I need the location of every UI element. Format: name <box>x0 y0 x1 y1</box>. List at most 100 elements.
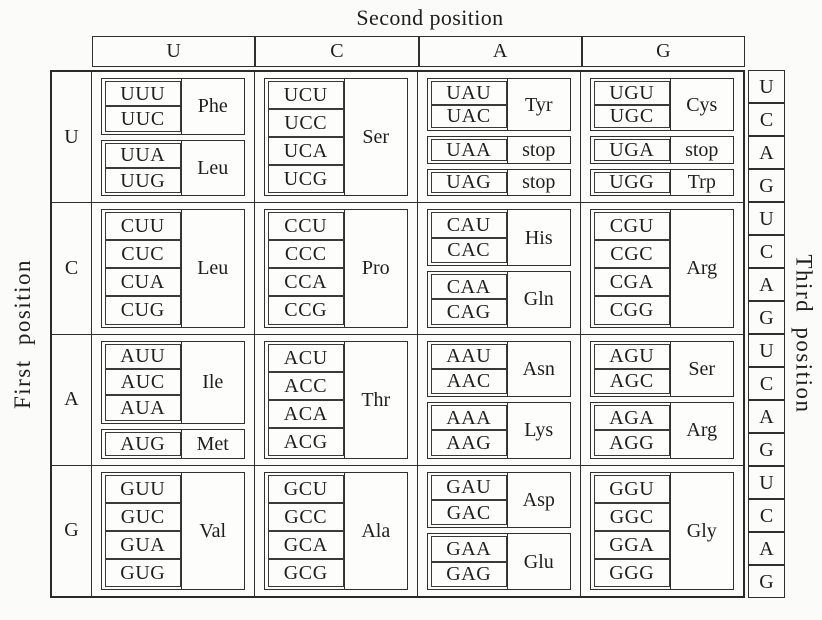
codon-box: CUG <box>105 296 181 325</box>
amino-acid-label: stop <box>522 171 556 194</box>
codon-box: CAC <box>431 237 507 263</box>
third-position-cell: C <box>748 103 785 136</box>
codon-stack: GAA GAG <box>428 534 508 589</box>
codon-box: UGU <box>594 81 670 105</box>
codon-box: GAA <box>431 536 507 562</box>
amino-acid-label: Ser <box>688 357 716 380</box>
codon-box: AAC <box>431 368 507 395</box>
codon-stack: CAU CAC <box>428 210 508 265</box>
first-position-letter: C <box>64 256 79 279</box>
codon-box: AGA <box>594 405 670 431</box>
third-position-cell: G <box>748 169 785 202</box>
third-position-axis: Third position <box>784 70 822 598</box>
codon-box: AUG <box>105 432 181 456</box>
amino-acid-label: Val <box>199 519 227 542</box>
codon-box: AGG <box>594 430 670 456</box>
third-position-cell: G <box>748 565 785 598</box>
amino-acid-label: Lys <box>524 419 554 442</box>
amino-acid-label: Ser <box>362 126 390 149</box>
codon-group-cell: CUU CUC CUA CUG Leu <box>92 203 255 334</box>
codon-group: UAG stop <box>427 168 571 197</box>
third-position-cell: G <box>748 301 785 334</box>
codon-box: CGA <box>594 268 670 297</box>
codon-box: GGU <box>594 474 670 503</box>
codon-stack: AUU AUC AUA <box>102 341 182 424</box>
codon-group-cell: GUU GUC GUA GUG Val <box>92 465 255 596</box>
codon-stack: CAA CAG <box>428 271 508 327</box>
first-position-letter: U <box>64 125 79 148</box>
codon-group: GAU GAC Asp <box>427 471 571 529</box>
codon-group-cell: UCU UCC UCA UCG Ser <box>255 72 418 203</box>
amino-acid-label: Arg <box>686 257 718 280</box>
codon-table: U UUU UUC Phe UUA UUG Leu UCU UCC UCA UCG Ser UAU UAC… <box>50 70 745 598</box>
codon-stack: UUA UUG <box>102 140 182 196</box>
codon-group-cell: CCU CCC CCA CCG Pro <box>255 203 418 334</box>
codon-stack: UGU UGC <box>591 79 671 131</box>
codon-box: CGU <box>594 212 670 241</box>
codon-box: UGG <box>594 171 670 194</box>
amino-acid-label: Pro <box>361 257 390 280</box>
codon-box: ACC <box>268 371 344 400</box>
codon-box: UGA <box>594 139 670 161</box>
codon-stack: GGU GGC GGA GGG <box>591 472 671 589</box>
codon-stack: UGG <box>591 169 671 196</box>
codon-box: CAA <box>431 273 507 300</box>
amino-acid-label: Leu <box>197 257 229 280</box>
codon-group-cell: CGU CGC CGA CGG Arg <box>581 203 743 333</box>
codon-group: GUU GUC GUA GUG Val <box>101 471 245 590</box>
codon-stack: CUU CUC CUA CUG <box>102 210 182 327</box>
codon-table-row: G GUU GUC GUA GUG Val GCU GCC GCA GCG Ala GAU GAC Asp… <box>52 465 743 596</box>
codon-stack: AGU AGC <box>591 341 671 397</box>
codon-box: CCG <box>268 296 344 325</box>
amino-acid-label: Phe <box>197 95 228 118</box>
codon-box: AUC <box>105 369 181 396</box>
codon-box: UUU <box>105 81 181 107</box>
third-position-axis-label: Third position <box>791 254 817 414</box>
codon-box: AGU <box>594 343 670 369</box>
codon-box: UCU <box>268 81 344 110</box>
codon-group: AAU AAC Asn <box>427 340 571 398</box>
amino-acid-label: stop <box>685 138 719 161</box>
codon-group-cell: AGU AGC Ser AGA AGG Arg <box>581 335 743 465</box>
codon-box: UCC <box>268 109 344 138</box>
amino-acid-label: Cys <box>686 93 718 116</box>
codon-box: AAA <box>431 405 507 431</box>
codon-box: CUC <box>105 240 181 269</box>
amino-acid-label: Met <box>196 433 229 456</box>
codon-box: CCU <box>268 212 344 241</box>
second-position-title: Second position <box>356 5 504 30</box>
codon-box: GAU <box>431 474 507 501</box>
codon-table-row: A AUU AUC AUA Ile AUG Met ACU ACC ACA ACG Thr AAU AAC… <box>52 334 743 466</box>
codon-box: CAG <box>431 299 507 325</box>
amino-acid-label: stop <box>522 138 556 161</box>
third-position-cell: C <box>748 367 785 400</box>
codon-group-cell: GCU GCC GCA GCG Ala <box>255 465 418 596</box>
codon-group: CCU CCC CCA CCG Pro <box>264 209 408 328</box>
third-position-cell: C <box>748 235 785 268</box>
codon-box: CUU <box>105 212 181 241</box>
codon-stack: GUU GUC GUA GUG <box>102 472 182 589</box>
codon-group: AUU AUC AUA Ile <box>101 340 245 425</box>
codon-box: CGC <box>594 240 670 269</box>
codon-box: UGC <box>594 104 670 129</box>
codon-stack: UAG <box>428 169 508 196</box>
codon-group-cell: UGU UGC Cys UGA stop UGG Trp <box>581 72 743 202</box>
third-position-cell: G <box>748 433 785 466</box>
codon-group: UUA UUG Leu <box>101 139 245 197</box>
first-position-letter: A <box>64 388 79 411</box>
codon-box: GAG <box>431 561 507 587</box>
codon-stack: ACU ACC ACA ACG <box>265 341 345 458</box>
codon-stack: CGU CGC CGA CGG <box>591 210 671 327</box>
codon-group-cell: UAU UAC Tyr UAA stop UAG stop <box>418 72 581 203</box>
codon-group: CUU CUC CUA CUG Leu <box>101 209 245 328</box>
codon-box: ACU <box>268 343 344 372</box>
codon-table-row: C CUU CUC CUA CUG Leu CCU CCC CCA CCG Pro CAU CAC His… <box>52 203 743 335</box>
codon-group-cell: AAU AAC Asn AAA AAG Lys <box>418 334 581 465</box>
codon-stack: UCU UCC UCA UCG <box>265 79 345 196</box>
codon-group: CGU CGC CGA CGG Arg <box>590 209 734 328</box>
codon-group: CAU CAC His <box>427 209 571 266</box>
amino-acid-label: Gln <box>523 288 554 311</box>
codon-box: CUA <box>105 268 181 297</box>
second-position-header-cell: A <box>418 36 582 67</box>
